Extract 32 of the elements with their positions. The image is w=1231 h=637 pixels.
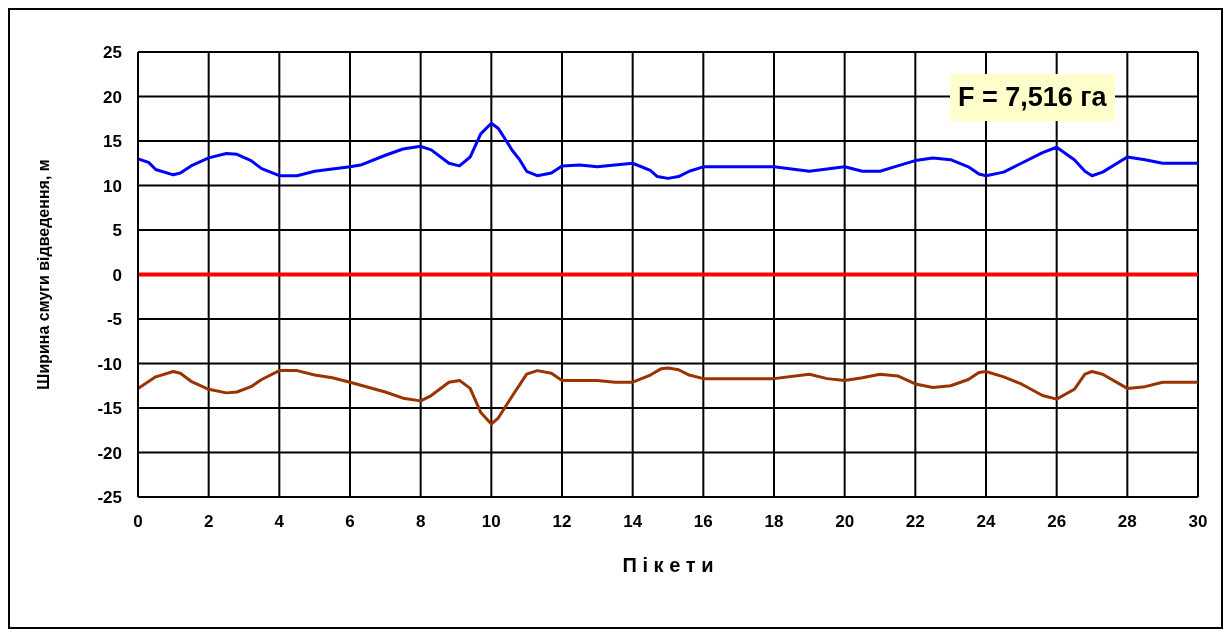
x-tick-label: 22 [905,512,925,532]
x-tick-label: 30 [1188,512,1208,532]
x-tick-label: 10 [481,512,501,532]
x-tick-label: 18 [764,512,784,532]
y-tick-label: 5 [112,221,122,241]
x-tick-label: 2 [203,512,214,532]
x-tick-label: 26 [1047,512,1067,532]
line-series [138,366,1198,426]
x-tick-label: 4 [274,512,285,532]
y-tick-label: -10 [97,354,122,374]
x-tick-label: 14 [623,512,643,532]
y-tick-label: -15 [97,399,122,419]
y-tick-label: -20 [97,443,122,463]
x-tick-label: 6 [345,512,355,532]
x-tick-label: 16 [693,512,713,532]
x-axis-title: П і к е т и [622,554,714,576]
x-tick-label: 8 [415,512,426,532]
y-axis-title: Ширина смуги відведення, м [34,159,52,390]
y-tick-label: -25 [97,488,122,508]
y-tick-label: 10 [103,176,122,196]
y-tick-label: 0 [112,265,122,285]
y-tick-label: -5 [106,310,122,330]
x-tick-label: 28 [1117,512,1137,532]
x-tick-label: 24 [976,512,996,532]
y-tick-label: 25 [103,43,122,63]
x-tick-label: 0 [133,512,143,532]
x-tick-label: 12 [552,512,572,532]
line-series [138,121,1198,180]
y-tick-label: 20 [103,87,122,107]
x-tick-label: 20 [835,512,855,532]
y-tick-label: 15 [103,132,122,152]
annotation: F = 7,516 га [950,74,1115,121]
